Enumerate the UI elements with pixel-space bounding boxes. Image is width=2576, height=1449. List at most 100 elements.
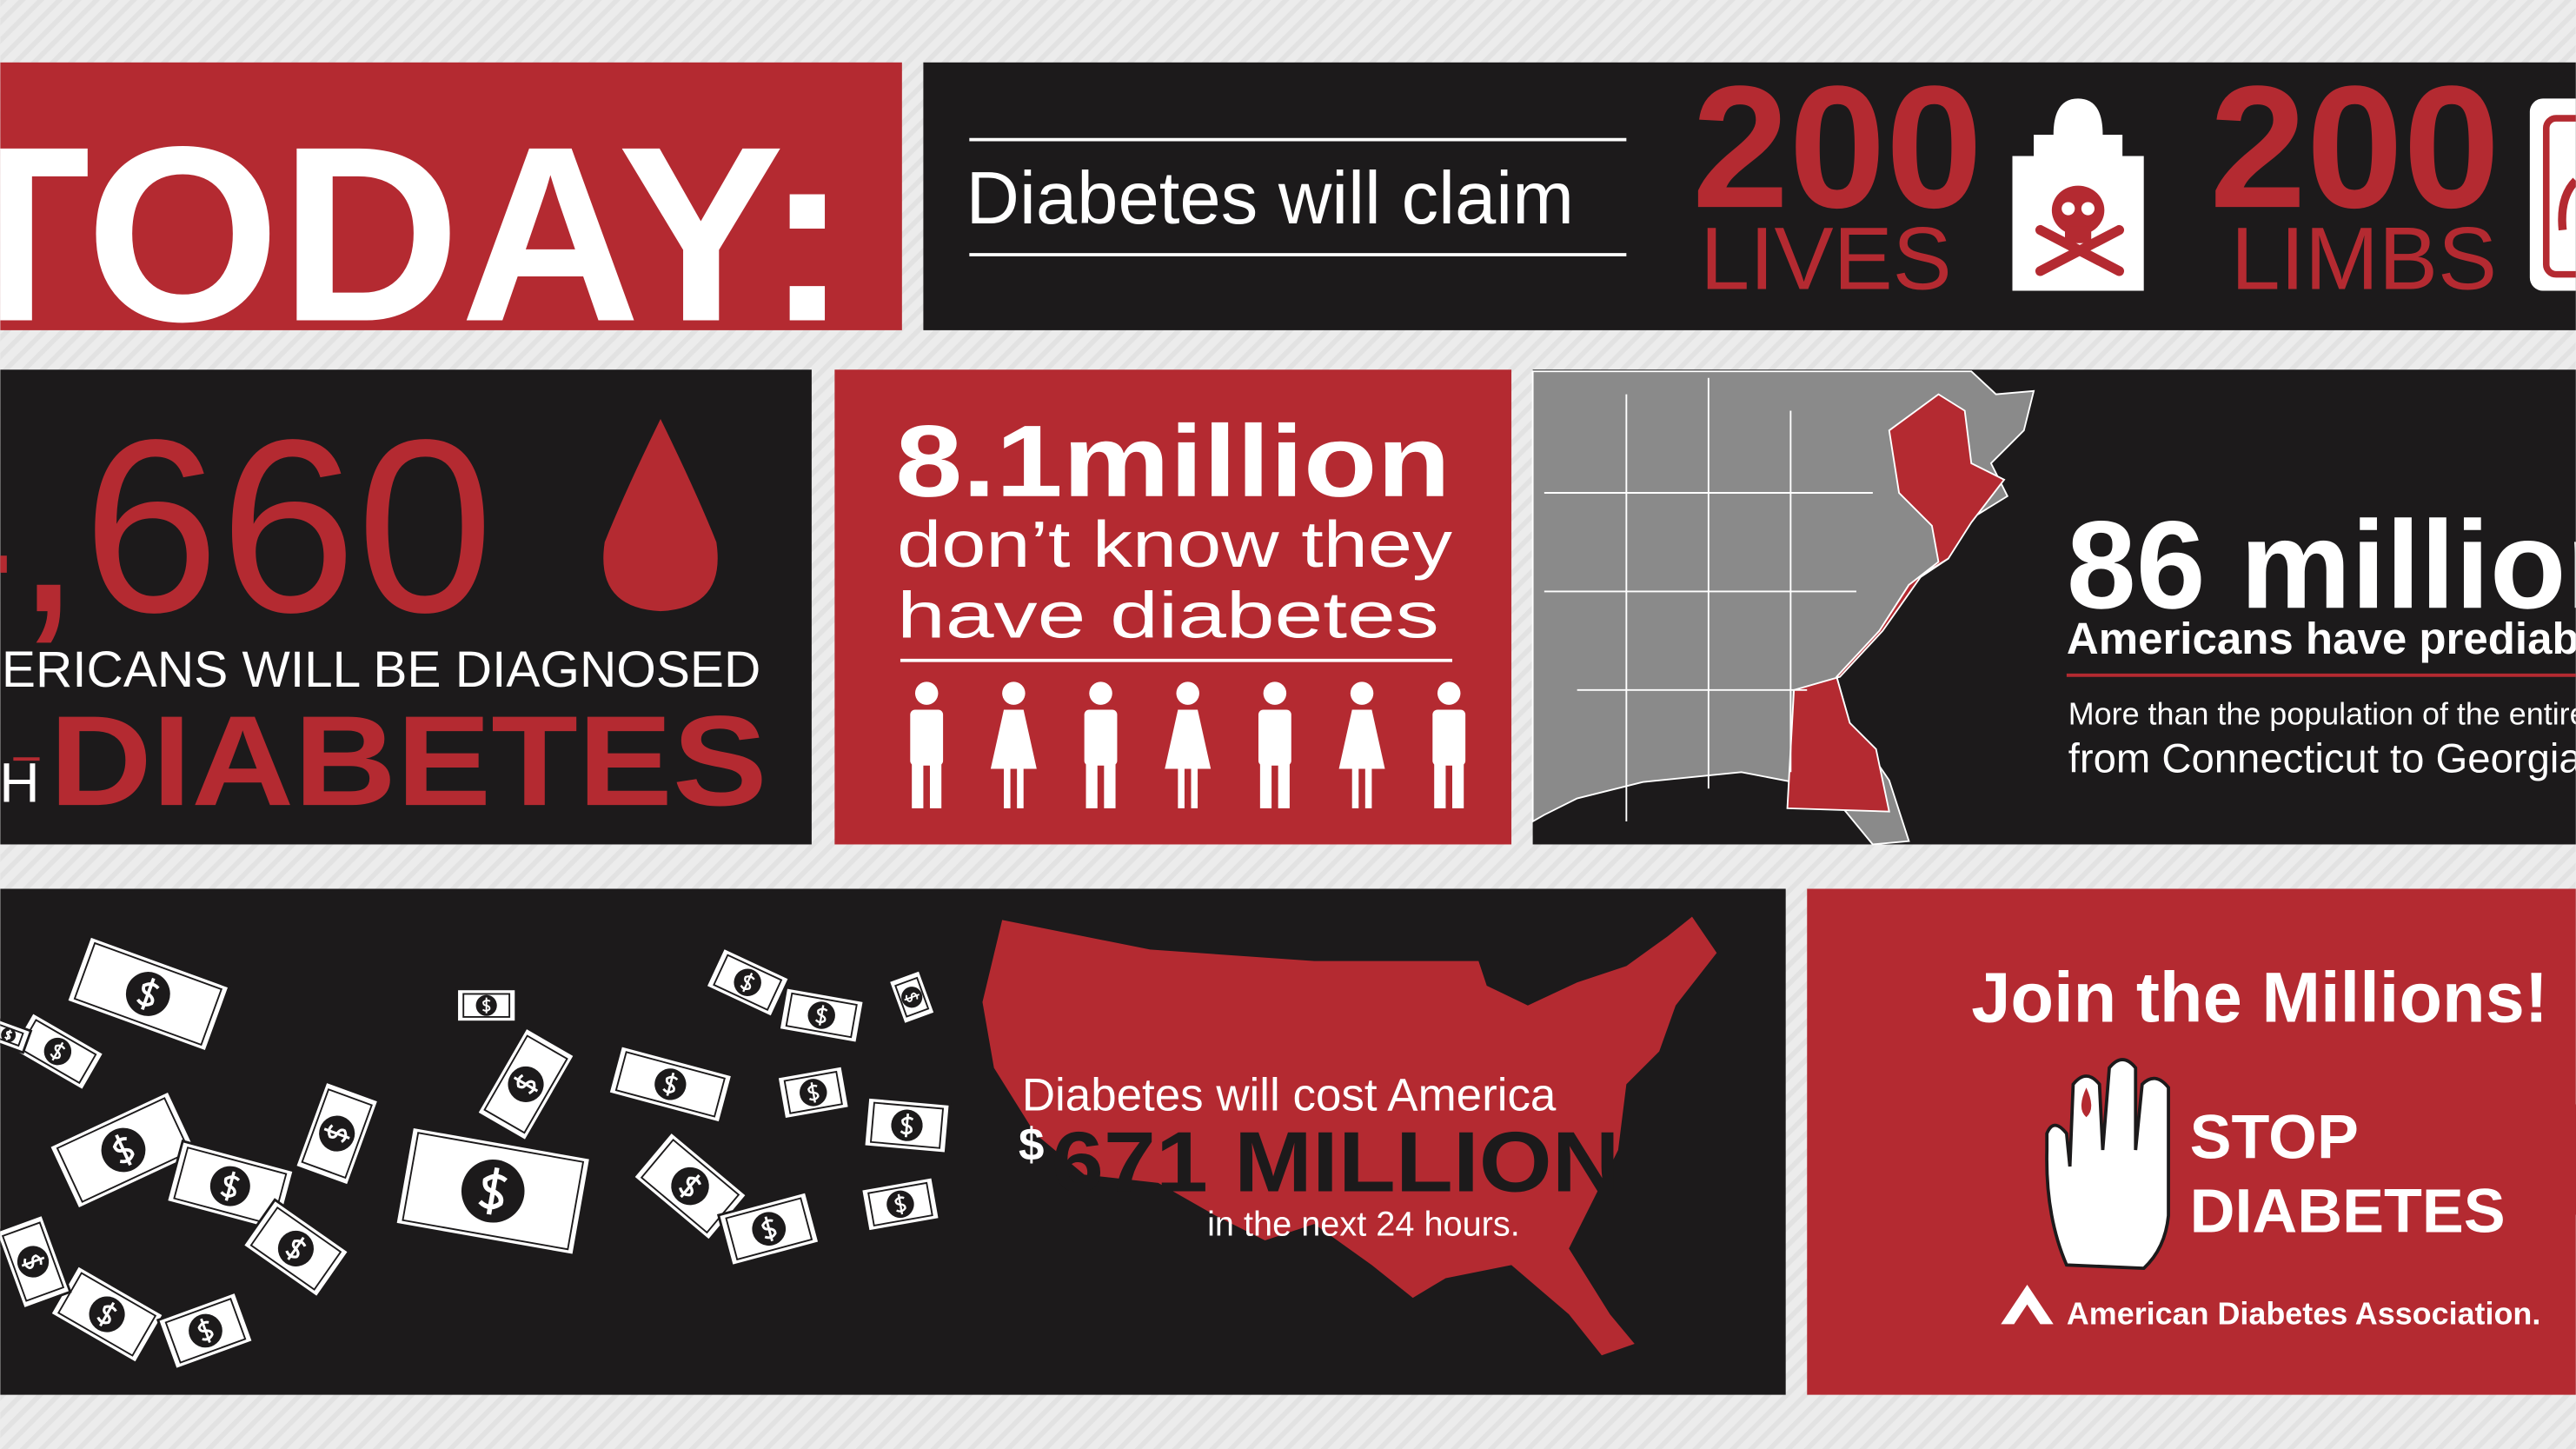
bill-border xyxy=(249,1206,342,1291)
leg xyxy=(1191,765,1198,808)
title: TODAY: xyxy=(0,95,849,374)
dollar-sign xyxy=(662,1072,679,1096)
leg xyxy=(1004,765,1011,808)
body xyxy=(1432,709,1466,766)
bill-icon xyxy=(607,1044,734,1125)
prediabetes-headline: Americans have prediabetes xyxy=(2067,614,2576,663)
bill-border xyxy=(462,993,511,1018)
bill-icon xyxy=(775,1064,851,1121)
dollar-sign xyxy=(513,1073,539,1095)
bill-border xyxy=(164,1298,247,1364)
dollar-sign xyxy=(761,1216,777,1242)
man-icon xyxy=(1258,681,1291,808)
bill-icon xyxy=(862,1095,952,1155)
dollar-sign xyxy=(112,1133,135,1167)
bill-border xyxy=(483,1034,568,1134)
dollar-sign xyxy=(904,992,920,1003)
bill-border xyxy=(173,1147,288,1226)
bill-icon xyxy=(475,1026,577,1143)
ada-logo xyxy=(2001,1284,2054,1325)
dollar-sign xyxy=(21,1254,45,1270)
leg xyxy=(1452,759,1464,808)
man-icon xyxy=(910,681,944,808)
diagnosed-disease: DIABETES xyxy=(50,690,767,833)
dollar-sign xyxy=(740,973,755,993)
bill-border xyxy=(402,1132,585,1251)
cost-line: in the next 24 hours. xyxy=(1207,1205,1520,1243)
leg xyxy=(1104,759,1116,808)
cost-amount: 671 MILLION xyxy=(1052,1113,1620,1209)
dollar-sign xyxy=(900,1113,914,1138)
bill-icon xyxy=(716,1190,821,1268)
bill-icon xyxy=(886,968,937,1027)
head xyxy=(1350,681,1374,705)
head xyxy=(1176,681,1199,705)
bill-border xyxy=(894,976,930,1018)
logo-line: STOP xyxy=(2190,1102,2359,1172)
woman-icon xyxy=(1165,681,1212,808)
bill-icon xyxy=(293,1080,381,1187)
dress xyxy=(990,709,1037,769)
dollar-sign xyxy=(136,977,160,1011)
bill-icon xyxy=(0,1213,72,1311)
diagnosed-line: AMERICANS WILL BE DIAGNOSED xyxy=(0,641,760,698)
dollar-sign xyxy=(481,997,491,1014)
bill-icon xyxy=(860,1175,941,1233)
bill-icon xyxy=(394,1125,593,1257)
unaware-line: have diabetes xyxy=(897,579,1439,652)
east-map xyxy=(1531,370,2035,846)
join-title: Join the Millions! xyxy=(1971,959,2548,1038)
diagnosed-number: 4,660 xyxy=(0,389,494,664)
dollar-sign xyxy=(50,1041,66,1061)
logo-line: DIABETES xyxy=(2190,1177,2506,1246)
dollar-sign xyxy=(323,1124,350,1143)
dollar-sign xyxy=(814,1005,828,1026)
cost-currency: $ xyxy=(1019,1119,1044,1170)
woman-icon xyxy=(990,681,1037,808)
leg xyxy=(1278,759,1290,808)
unaware-line: don’t know they xyxy=(897,508,1452,582)
bill-border xyxy=(725,1197,813,1261)
limb-icon xyxy=(2529,98,2576,291)
head xyxy=(1089,681,1112,705)
cost-line: Diabetes will cost America xyxy=(1022,1070,1557,1121)
unaware-number: 8.1million xyxy=(895,404,1451,518)
leg xyxy=(1086,759,1098,808)
leg xyxy=(912,759,924,808)
people-icons xyxy=(910,681,1466,808)
man-icon xyxy=(1084,681,1118,808)
blood-drop xyxy=(603,418,718,612)
body xyxy=(910,709,944,766)
dollar-sign xyxy=(679,1174,701,1199)
stat-number: 200 xyxy=(2209,50,2500,244)
dollar-sign xyxy=(478,1167,508,1215)
bill-border xyxy=(713,954,783,1011)
bill-icon xyxy=(241,1198,351,1299)
bill-border xyxy=(56,1097,191,1203)
bill-icon xyxy=(156,1290,256,1372)
bill-border xyxy=(783,1070,843,1114)
head xyxy=(1437,681,1461,705)
hand-icon xyxy=(2045,1058,2170,1271)
head xyxy=(1002,681,1026,705)
bill-icon xyxy=(777,986,866,1045)
leg xyxy=(1259,759,1272,808)
dollar-sign xyxy=(285,1236,307,1260)
body xyxy=(1258,709,1291,766)
prediabetes-line: from Connecticut to Georgia xyxy=(2068,735,2576,781)
bill-icon xyxy=(47,1089,200,1211)
bill-border xyxy=(614,1051,726,1118)
bill-icon xyxy=(65,934,231,1054)
dollar-sign xyxy=(220,1171,241,1201)
prediabetes-number: 86 million xyxy=(2067,495,2576,635)
claim-panel xyxy=(923,62,2576,330)
today-panel xyxy=(0,62,902,330)
dress xyxy=(1338,709,1385,769)
head xyxy=(914,681,939,705)
stat-label: LIMBS xyxy=(2231,209,2497,309)
money-icons xyxy=(0,934,952,1372)
us-map xyxy=(982,916,1717,1356)
org-name: American Diabetes Association. xyxy=(2067,1295,2540,1331)
